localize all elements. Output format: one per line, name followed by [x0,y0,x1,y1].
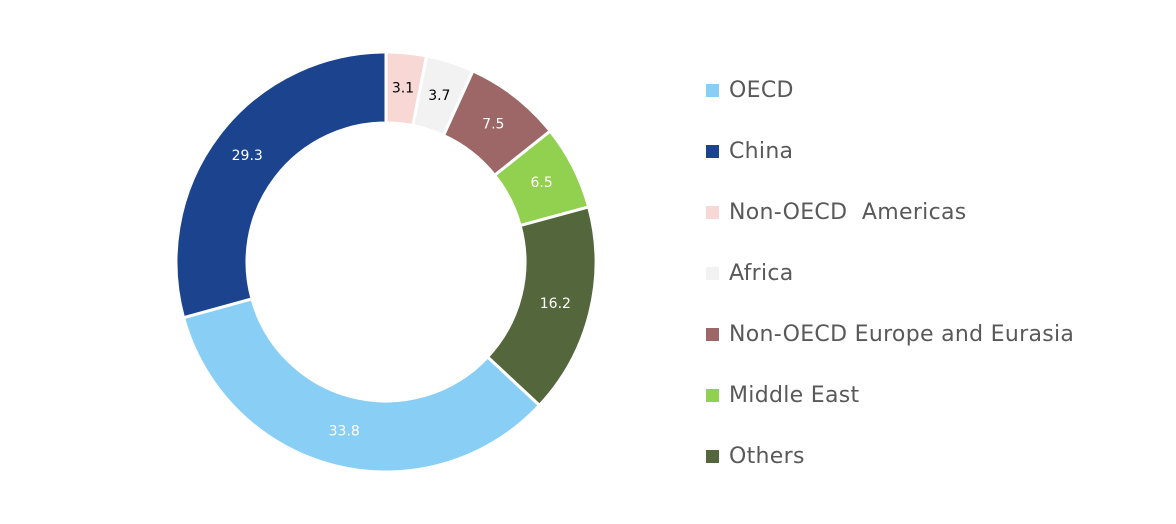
legend-label: Non-OECD Americas [729,200,967,225]
legend-item-africa: Africa [706,243,1166,304]
slice-oecd [182,297,541,474]
data-label-oecd: 33.8 [329,423,360,439]
legend-label: Others [729,444,805,469]
slice-china [174,50,388,320]
legend-swatch [706,450,719,463]
legend-swatch [706,206,719,219]
legend-item-middle-east: Middle East [706,365,1166,426]
data-label-middle-east: 6.5 [531,175,553,191]
legend-label: Middle East [729,383,860,408]
legend-item-non-oecd-americas: Non-OECD Americas [706,182,1166,243]
donut-chart: 3.1 3.7 7.5 6.5 16.2 33.8 29.3 [174,50,598,474]
legend-label: Africa [729,261,794,286]
legend-item-oecd: OECD [706,60,1166,121]
chart-legend: OECD China Non-OECD Americas Africa Non-OECD… [706,60,1166,487]
data-label-others: 16.2 [540,296,571,312]
data-label-africa: 3.7 [428,88,450,104]
donut-chart-svg: 3.1 3.7 7.5 6.5 16.2 33.8 29.3 [174,50,598,474]
legend-swatch [706,389,719,402]
legend-item-non-oecd-europe-and-eurasia: Non-OECD Europe and Eurasia [706,304,1166,365]
data-label-china: 29.3 [232,148,263,164]
legend-label: OECD [729,78,794,103]
legend-label: China [729,139,794,164]
legend-swatch [706,267,719,280]
legend-item-others: Others [706,426,1166,487]
data-label-non-oecd-europe-and-eurasia: 7.5 [482,116,504,132]
legend-item-china: China [706,121,1166,182]
data-label-non-oecd-americas: 3.1 [392,80,414,96]
legend-swatch [706,328,719,341]
legend-swatch [706,84,719,97]
legend-label: Non-OECD Europe and Eurasia [729,322,1075,347]
legend-swatch [706,145,719,158]
